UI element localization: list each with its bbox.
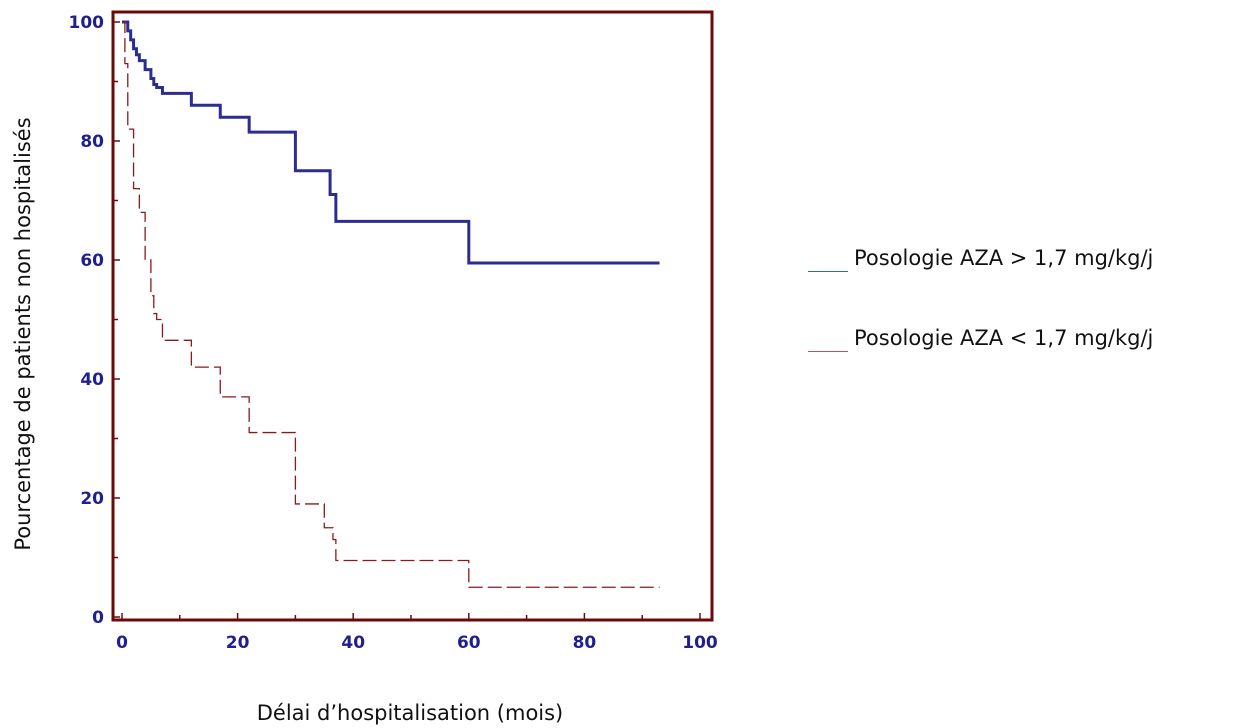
x-tick-label: 20: [226, 633, 250, 653]
legend-swatch-low-dose: [808, 351, 848, 352]
x-tick-label: 0: [116, 633, 128, 653]
y-tick-label: 80: [80, 132, 104, 152]
legend-item-high-dose: Posologie AZA > 1,7 mg/kg/j: [808, 246, 1153, 272]
x-tick-label: 60: [457, 633, 481, 653]
x-axis-title: Délai d’hospitalisation (mois): [257, 701, 564, 725]
y-tick-label: 100: [69, 13, 105, 33]
series-line-low-dose: [122, 21, 660, 588]
x-tick-label: 80: [573, 633, 597, 653]
legend-item-low-dose: Posologie AZA < 1,7 mg/kg/j: [808, 326, 1153, 352]
y-tick-label: 0: [92, 608, 104, 628]
y-tick-labels: 0 20 40 60 80 100: [69, 13, 105, 628]
legend-label-low-dose: Posologie AZA < 1,7 mg/kg/j: [854, 326, 1154, 350]
y-tick-label: 60: [80, 251, 104, 271]
axis-ticks: [113, 21, 701, 620]
y-tick-label: 40: [80, 370, 104, 390]
series-layer: [122, 20, 660, 588]
legend-label-high-dose: Posologie AZA > 1,7 mg/kg/j: [854, 246, 1154, 270]
legend-swatch-high-dose: [808, 271, 848, 272]
series-line-high-dose: [122, 20, 660, 265]
x-tick-label: 40: [341, 633, 365, 653]
y-axis-title: Pourcentage de patients non hospitalisés: [11, 117, 35, 550]
x-tick-label: 100: [682, 633, 718, 653]
y-tick-label: 20: [80, 489, 104, 509]
plot-frame: [111, 10, 714, 622]
x-tick-labels: 0 20 40 60 80 100: [116, 633, 718, 653]
